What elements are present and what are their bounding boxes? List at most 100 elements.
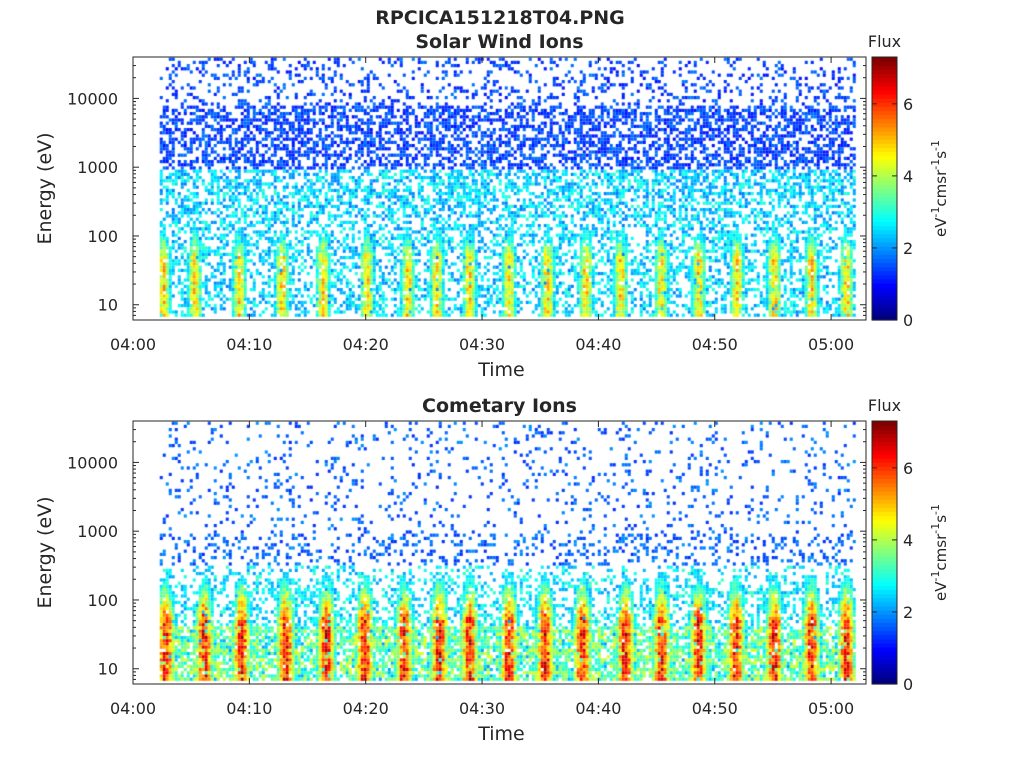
colorbar-segment [872,647,897,652]
y-tick-label: 10000 [67,453,118,472]
colorbar-segment [872,449,897,455]
colorbar-segment [872,564,897,570]
colorbar-segment [872,433,897,439]
colorbar-segment [872,311,897,317]
colorbar-segment [872,176,897,181]
colorbar-segment [872,589,897,595]
colorbar-segment [872,254,897,259]
colorbar-segment [872,233,897,239]
unit-symbol: cm [932,184,950,207]
colorbar-segment [872,287,897,292]
colorbar-segment [872,622,897,628]
colorbar-segment [872,241,897,247]
colorbar-segment [872,441,897,447]
colorbar-segment [872,466,897,471]
x-tick-label: 04:40 [575,699,621,718]
colorbar-segment [872,642,897,648]
colorbar-segment [872,283,897,288]
unit-exponent: -1 [929,504,942,515]
colorbar-segment [872,159,897,165]
x-axis-label: Time [477,359,525,381]
x-tick-label: 04:00 [110,699,156,718]
colorbar-segment [872,213,897,218]
colorbar-tick-label: 6 [903,95,913,114]
y-tick-label: 10000 [67,89,118,108]
colorbar-segment [872,425,897,430]
colorbar-segment [872,540,897,545]
x-tick-label: 04:50 [692,335,738,354]
colorbar-segment [872,659,897,665]
x-tick-label: 04:30 [459,335,505,354]
colorbar-tick-label: 4 [903,531,913,550]
colorbar-segment [872,65,897,70]
colorbar-segment [872,573,897,578]
colorbar-segment [872,490,897,496]
unit-symbol: s [932,151,950,159]
colorbar-segment [872,655,897,660]
colorbar-segment [872,585,897,591]
panel-title: Cometary Ions [422,395,577,417]
colorbar-segment [872,429,897,434]
colorbar-unit-label: eV-1cmsr-1s-1 [929,504,950,601]
colorbar-segment [872,499,897,504]
colorbar-segment [872,122,897,128]
colorbar-segment [872,478,897,484]
colorbar-segment [872,262,897,268]
colorbar-segment [872,486,897,492]
colorbar-segment [872,470,897,476]
colorbar-segment [872,77,897,83]
colorbar-segment [872,593,897,599]
colorbar-segment [872,274,897,280]
colorbar-segment [872,614,897,619]
x-tick-label: 04:10 [226,335,272,354]
colorbar-segment [872,130,897,136]
colorbar-segment [872,163,897,169]
plot-frame [132,420,867,685]
colorbar-tick-label: 2 [903,239,913,258]
colorbar-segment [872,577,897,582]
spectrogram-canvas [133,57,866,320]
colorbar-segment [872,151,897,157]
colorbar-segment [872,73,897,79]
colorbar-segment [872,671,897,677]
colorbar-tick-label: 4 [903,167,913,186]
colorbar-segment [872,180,897,185]
colorbar-segment [872,106,897,112]
colorbar-segment [872,638,897,644]
colorbar-segment [872,139,897,144]
colorbar-segment [872,278,897,284]
colorbar-segment [872,462,897,467]
colorbar-segment [872,679,897,685]
colorbar-segment [872,453,897,459]
colorbar-segment [872,89,897,95]
y-tick-label: 10 [98,660,118,679]
colorbar-segment [872,515,897,521]
panel-solar-wind: Solar Wind Ions 04:00 04:10 04:20 04:30 04:40… [34,31,950,381]
x-tick-label: 04:10 [226,699,272,718]
colorbar-segment [872,519,897,525]
colorbar-segment [872,568,897,574]
colorbar-segment [872,421,897,426]
colorbar-segment [872,601,897,607]
colorbar-segment [872,581,897,586]
x-tick-label: 04:20 [343,699,389,718]
colorbar-segment [872,266,897,272]
colorbar-segment [872,98,897,103]
colorbar-segment [872,618,897,623]
x-tick-label: 05:00 [808,335,854,354]
colorbar-segment [872,143,897,149]
colorbar-segment [872,605,897,611]
colorbar-segment [872,523,897,529]
colorbar-segment [872,237,897,243]
unit-symbol: s [932,515,950,523]
colorbar-segment [872,114,897,120]
colorbar-segment [872,474,897,480]
plot-frame [132,56,867,321]
unit-exponent: -1 [929,140,942,151]
y-tick-label: 10 [98,296,118,315]
colorbar-segment [872,147,897,153]
